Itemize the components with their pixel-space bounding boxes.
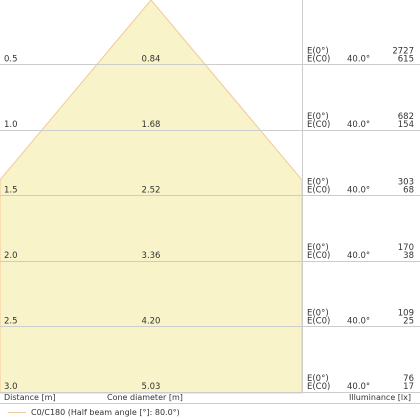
cone-diameter-label: 4.20: [142, 317, 161, 327]
cone-diameter-label: 0.84: [142, 55, 161, 65]
ec0-value: 38: [403, 251, 414, 261]
ec0-label: E(C0): [307, 186, 330, 196]
angle-label: 40.0°: [347, 55, 370, 65]
angle-label: 40.0°: [347, 317, 370, 327]
cone-diameter-label: 2.52: [142, 186, 161, 196]
e0-value: 2727: [392, 47, 414, 57]
ec0-value: 25: [403, 317, 414, 327]
e0-label: E(0°): [307, 243, 329, 253]
legend-label: C0/C180 (Half beam angle [°]: 80.0°): [31, 408, 180, 417]
e0-label: E(0°): [307, 112, 329, 122]
e0-label: E(0°): [307, 47, 329, 57]
angle-label: 40.0°: [347, 186, 370, 196]
e0-value: 76: [403, 374, 414, 384]
distance-label: 2.0: [4, 251, 18, 261]
angle-label: 40.0°: [347, 120, 370, 130]
distance-label: 0.5: [4, 55, 18, 65]
ec0-label: E(C0): [307, 382, 330, 392]
illuminance-axis-label: Illuminance [lx]: [349, 393, 411, 402]
legend-line-swatch: [8, 412, 26, 413]
footer-divider: [0, 403, 420, 404]
ec0-value: 615: [398, 55, 414, 65]
ec0-value: 154: [398, 120, 414, 130]
cone-diameter-label: 3.36: [142, 251, 161, 261]
e0-label: E(0°): [307, 309, 329, 319]
distance-label: 2.5: [4, 317, 18, 327]
ec0-label: E(C0): [307, 251, 330, 261]
grid-lines: [0, 0, 420, 393]
e0-value: 303: [398, 178, 414, 188]
angle-label: 40.0°: [347, 251, 370, 261]
distance-label: 1.0: [4, 120, 18, 130]
cone-diameter-label: 1.68: [142, 120, 161, 130]
ec0-value: 68: [403, 186, 414, 196]
e0-value: 109: [398, 309, 414, 319]
distance-label: 1.5: [4, 186, 18, 196]
angle-label: 40.0°: [347, 382, 370, 392]
distance-axis-label: Distance [m]: [4, 393, 56, 402]
ec0-label: E(C0): [307, 55, 330, 65]
ec0-label: E(C0): [307, 317, 330, 327]
ec0-value: 17: [403, 382, 414, 392]
distance-label: 3.0: [4, 382, 18, 392]
legend: C0/C180 (Half beam angle [°]: 80.0°): [8, 408, 180, 417]
e0-label: E(0°): [307, 374, 329, 384]
cone-diameter-label: 5.03: [142, 382, 161, 392]
ec0-label: E(C0): [307, 120, 330, 130]
e0-label: E(0°): [307, 178, 329, 188]
e0-value: 170: [398, 243, 414, 253]
cone-diameter-axis-label: Cone diameter [m]: [107, 393, 183, 402]
e0-value: 682: [398, 112, 414, 122]
